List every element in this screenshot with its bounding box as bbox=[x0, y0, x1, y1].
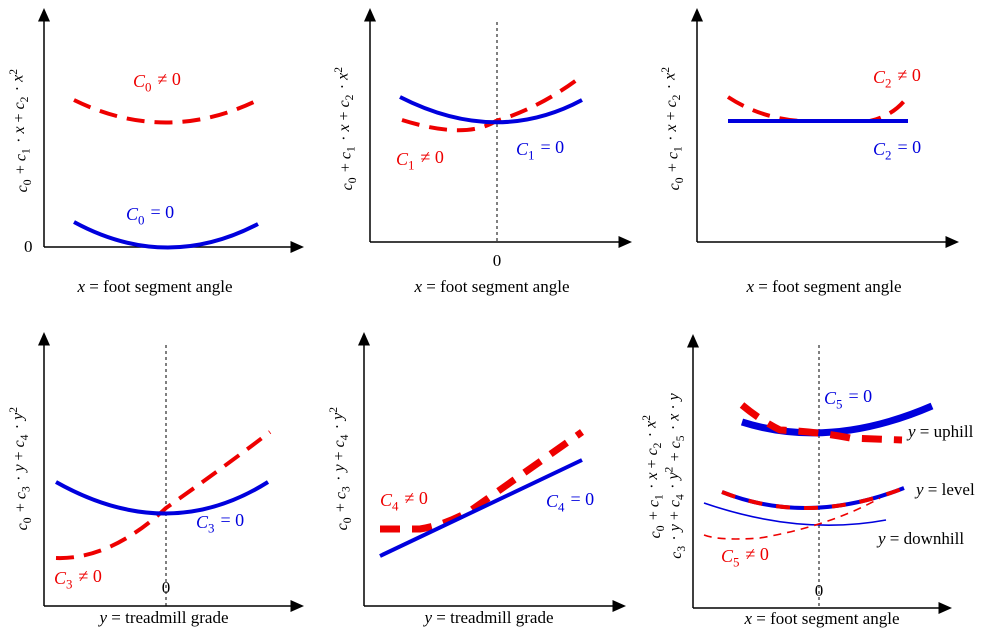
panel-5: c0 + c3 · y + c4 · y2 y = treadmill grad… bbox=[328, 332, 626, 627]
uphill-red-dashed bbox=[739, 402, 903, 444]
red-annotation: C3 ≠ 0 bbox=[54, 566, 102, 591]
blue-curve bbox=[73, 220, 259, 250]
zero-label: 0 bbox=[815, 581, 824, 600]
level-red-dashed bbox=[721, 486, 905, 510]
x-axis-label: y = treadmill grade bbox=[97, 608, 228, 627]
zero-label: 0 bbox=[24, 237, 33, 256]
y-axis-label: c0 + c3 · y + c4 · y2 bbox=[328, 406, 354, 531]
panel-6: c0 + c1 · x + c2 · x2 c3 · y + c4 · y2 +… bbox=[641, 334, 975, 628]
red-annotation: C1 ≠ 0 bbox=[396, 147, 444, 172]
red-dashed-curve bbox=[55, 430, 272, 561]
y-axis-label: c0 + c1 · x + c2 · x2 bbox=[333, 66, 359, 191]
panel-3: c0 + c1 · x + c2 · x2 x = foot segment a… bbox=[660, 8, 959, 296]
red-annotation: C0 ≠ 0 bbox=[133, 69, 181, 94]
level-blue-curve bbox=[721, 486, 905, 510]
panel-2: c0 + c1 · x + c2 · x2 0 x = foot segment… bbox=[333, 8, 632, 296]
red-dashed-curve bbox=[726, 94, 910, 123]
y-axis-label-line-1: c0 + c1 · x + c2 · x2 bbox=[641, 414, 667, 539]
blue-curve bbox=[399, 95, 583, 125]
blue-annotation: C3 = 0 bbox=[196, 510, 244, 535]
panel-4: c0 + c3 · y + c4 · y2 0 y = treadmill gr… bbox=[8, 332, 304, 627]
uphill-label: y = uphill bbox=[906, 422, 974, 441]
downhill-red-dashed bbox=[703, 497, 881, 540]
y-axis-label: c0 + c3 · y + c4 · y2 bbox=[8, 406, 34, 531]
zero-label: 0 bbox=[162, 578, 171, 597]
y-axis-label-line-2: c3 · y + c4 · y2 + c5 · x · y bbox=[664, 392, 688, 558]
blue-annotation: C0 = 0 bbox=[126, 202, 174, 227]
blue-annotation: C5 = 0 bbox=[824, 386, 872, 411]
level-label: y = level bbox=[914, 480, 975, 499]
red-dashed-curve bbox=[380, 429, 585, 533]
red-dashed-curve bbox=[73, 98, 259, 125]
y-axis-label: c0 + c1 · x + c2 · x2 bbox=[8, 68, 34, 193]
blue-annotation: C1 = 0 bbox=[516, 137, 564, 162]
y-axis-label: c0 + c1 · x + c2 · x2 bbox=[660, 66, 686, 191]
red-annotation: C5 ≠ 0 bbox=[721, 544, 769, 569]
zero-label: 0 bbox=[493, 251, 502, 270]
blue-annotation: C2 = 0 bbox=[873, 137, 921, 162]
x-axis-label: x = foot segment angle bbox=[744, 609, 900, 628]
x-axis-label: x = foot segment angle bbox=[746, 277, 902, 296]
panel-1: c0 + c1 · x + c2 · x2 0 x = foot segment… bbox=[8, 8, 304, 296]
blue-line bbox=[379, 458, 583, 558]
blue-curve bbox=[55, 480, 270, 516]
downhill-label: y = downhill bbox=[876, 529, 964, 548]
red-annotation: C2 ≠ 0 bbox=[873, 65, 921, 90]
red-annotation: C4 ≠ 0 bbox=[380, 488, 428, 513]
x-axis-label: y = treadmill grade bbox=[422, 608, 553, 627]
x-axis-label: x = foot segment angle bbox=[77, 277, 233, 296]
blue-annotation: C4 = 0 bbox=[546, 489, 594, 514]
x-axis-label: x = foot segment angle bbox=[414, 277, 570, 296]
downhill-blue-curve bbox=[703, 502, 887, 526]
